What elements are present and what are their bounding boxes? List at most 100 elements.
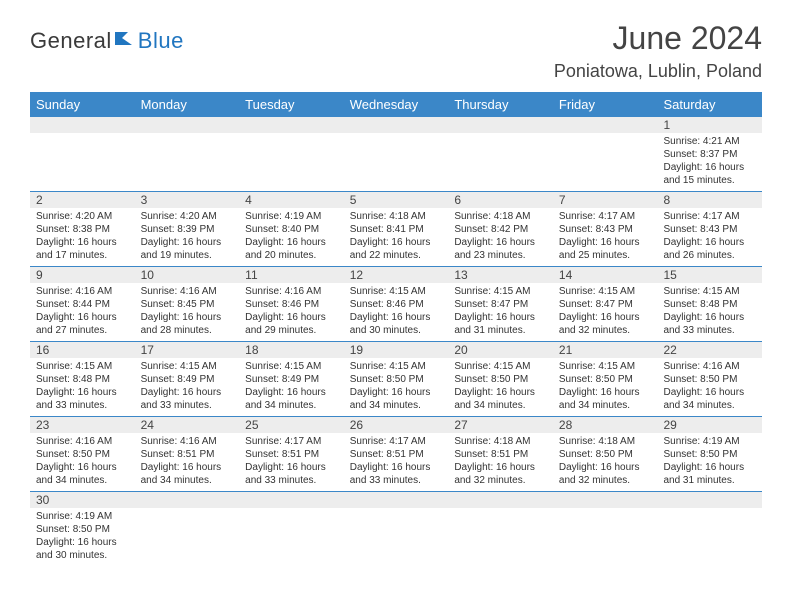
day-number: 11 xyxy=(239,267,344,283)
day-cell xyxy=(135,133,240,191)
daylight-line: Daylight: 16 hours and 22 minutes. xyxy=(350,236,443,262)
day-cell: Sunrise: 4:15 AMSunset: 8:46 PMDaylight:… xyxy=(344,283,449,341)
sunset-line: Sunset: 8:44 PM xyxy=(36,298,129,311)
sunset-line: Sunset: 8:43 PM xyxy=(663,223,756,236)
sunset-line: Sunset: 8:39 PM xyxy=(141,223,234,236)
day-number: 21 xyxy=(553,342,658,358)
day-cell: Sunrise: 4:17 AMSunset: 8:51 PMDaylight:… xyxy=(344,433,449,491)
daylight-line: Daylight: 16 hours and 17 minutes. xyxy=(36,236,129,262)
sunrise-line: Sunrise: 4:15 AM xyxy=(559,360,652,373)
day-number: 27 xyxy=(448,417,553,433)
day-cell: Sunrise: 4:18 AMSunset: 8:42 PMDaylight:… xyxy=(448,208,553,266)
sunrise-line: Sunrise: 4:16 AM xyxy=(36,285,129,298)
sunrise-line: Sunrise: 4:16 AM xyxy=(245,285,338,298)
day-number: 5 xyxy=(344,192,449,208)
day-number: 28 xyxy=(553,417,658,433)
sunrise-line: Sunrise: 4:18 AM xyxy=(454,435,547,448)
day-number: 14 xyxy=(553,267,658,283)
day-header-saturday: Saturday xyxy=(657,92,762,117)
daylight-line: Daylight: 16 hours and 30 minutes. xyxy=(350,311,443,337)
daylight-line: Daylight: 16 hours and 33 minutes. xyxy=(350,461,443,487)
week-details-4: Sunrise: 4:16 AMSunset: 8:50 PMDaylight:… xyxy=(30,433,762,492)
day-number xyxy=(448,117,553,133)
day-cell: Sunrise: 4:16 AMSunset: 8:44 PMDaylight:… xyxy=(30,283,135,341)
logo-text-blue: Blue xyxy=(138,28,184,54)
sunset-line: Sunset: 8:38 PM xyxy=(36,223,129,236)
sunset-line: Sunset: 8:49 PM xyxy=(245,373,338,386)
sunset-line: Sunset: 8:47 PM xyxy=(454,298,547,311)
day-number xyxy=(30,117,135,133)
sunset-line: Sunset: 8:43 PM xyxy=(559,223,652,236)
sunset-line: Sunset: 8:46 PM xyxy=(350,298,443,311)
logo: General Blue xyxy=(30,28,184,54)
sunset-line: Sunset: 8:50 PM xyxy=(36,448,129,461)
sunrise-line: Sunrise: 4:16 AM xyxy=(141,435,234,448)
daylight-line: Daylight: 16 hours and 32 minutes. xyxy=(454,461,547,487)
day-number: 30 xyxy=(30,492,135,508)
day-header-sunday: Sunday xyxy=(30,92,135,117)
sunset-line: Sunset: 8:51 PM xyxy=(245,448,338,461)
daylight-line: Daylight: 16 hours and 27 minutes. xyxy=(36,311,129,337)
day-cell xyxy=(30,133,135,191)
day-number: 1 xyxy=(657,117,762,133)
sunrise-line: Sunrise: 4:19 AM xyxy=(36,510,129,523)
day-cell: Sunrise: 4:15 AMSunset: 8:47 PMDaylight:… xyxy=(448,283,553,341)
day-cell: Sunrise: 4:20 AMSunset: 8:38 PMDaylight:… xyxy=(30,208,135,266)
day-number: 26 xyxy=(344,417,449,433)
day-number: 17 xyxy=(135,342,240,358)
day-number: 23 xyxy=(30,417,135,433)
day-cell: Sunrise: 4:21 AMSunset: 8:37 PMDaylight:… xyxy=(657,133,762,191)
daylight-line: Daylight: 16 hours and 34 minutes. xyxy=(454,386,547,412)
week-nums-2: 9101112131415 xyxy=(30,267,762,283)
week-details-0: Sunrise: 4:21 AMSunset: 8:37 PMDaylight:… xyxy=(30,133,762,192)
day-number: 3 xyxy=(135,192,240,208)
day-cell xyxy=(553,133,658,191)
week-nums-3: 16171819202122 xyxy=(30,342,762,358)
day-cell: Sunrise: 4:16 AMSunset: 8:50 PMDaylight:… xyxy=(657,358,762,416)
daylight-line: Daylight: 16 hours and 34 minutes. xyxy=(36,461,129,487)
daylight-line: Daylight: 16 hours and 26 minutes. xyxy=(663,236,756,262)
day-number: 24 xyxy=(135,417,240,433)
day-number xyxy=(657,492,762,508)
sunrise-line: Sunrise: 4:15 AM xyxy=(454,360,547,373)
sunset-line: Sunset: 8:41 PM xyxy=(350,223,443,236)
day-number xyxy=(553,492,658,508)
sunset-line: Sunset: 8:50 PM xyxy=(559,373,652,386)
sunset-line: Sunset: 8:51 PM xyxy=(454,448,547,461)
daylight-line: Daylight: 16 hours and 33 minutes. xyxy=(141,386,234,412)
daylight-line: Daylight: 16 hours and 33 minutes. xyxy=(245,461,338,487)
day-cell: Sunrise: 4:19 AMSunset: 8:50 PMDaylight:… xyxy=(657,433,762,491)
day-cell xyxy=(448,133,553,191)
daylight-line: Daylight: 16 hours and 34 minutes. xyxy=(141,461,234,487)
day-cell: Sunrise: 4:18 AMSunset: 8:50 PMDaylight:… xyxy=(553,433,658,491)
sunset-line: Sunset: 8:50 PM xyxy=(663,373,756,386)
sunset-line: Sunset: 8:50 PM xyxy=(350,373,443,386)
day-cell: Sunrise: 4:15 AMSunset: 8:50 PMDaylight:… xyxy=(448,358,553,416)
day-number: 13 xyxy=(448,267,553,283)
week-nums-4: 23242526272829 xyxy=(30,417,762,433)
day-header-row: SundayMondayTuesdayWednesdayThursdayFrid… xyxy=(30,92,762,117)
week-details-1: Sunrise: 4:20 AMSunset: 8:38 PMDaylight:… xyxy=(30,208,762,267)
sunrise-line: Sunrise: 4:15 AM xyxy=(350,285,443,298)
day-number: 25 xyxy=(239,417,344,433)
day-number: 20 xyxy=(448,342,553,358)
sunrise-line: Sunrise: 4:18 AM xyxy=(559,435,652,448)
sunset-line: Sunset: 8:50 PM xyxy=(559,448,652,461)
day-cell: Sunrise: 4:20 AMSunset: 8:39 PMDaylight:… xyxy=(135,208,240,266)
sunset-line: Sunset: 8:50 PM xyxy=(663,448,756,461)
day-cell: Sunrise: 4:17 AMSunset: 8:43 PMDaylight:… xyxy=(657,208,762,266)
sunrise-line: Sunrise: 4:16 AM xyxy=(663,360,756,373)
day-cell: Sunrise: 4:15 AMSunset: 8:47 PMDaylight:… xyxy=(553,283,658,341)
sunrise-line: Sunrise: 4:21 AM xyxy=(663,135,756,148)
day-number: 15 xyxy=(657,267,762,283)
sunset-line: Sunset: 8:42 PM xyxy=(454,223,547,236)
week-details-2: Sunrise: 4:16 AMSunset: 8:44 PMDaylight:… xyxy=(30,283,762,342)
day-header-friday: Friday xyxy=(553,92,658,117)
daylight-line: Daylight: 16 hours and 15 minutes. xyxy=(663,161,756,187)
daylight-line: Daylight: 16 hours and 31 minutes. xyxy=(454,311,547,337)
month-title: June 2024 xyxy=(554,20,762,57)
sunset-line: Sunset: 8:37 PM xyxy=(663,148,756,161)
sunset-line: Sunset: 8:48 PM xyxy=(663,298,756,311)
day-header-tuesday: Tuesday xyxy=(239,92,344,117)
sunrise-line: Sunrise: 4:15 AM xyxy=(350,360,443,373)
